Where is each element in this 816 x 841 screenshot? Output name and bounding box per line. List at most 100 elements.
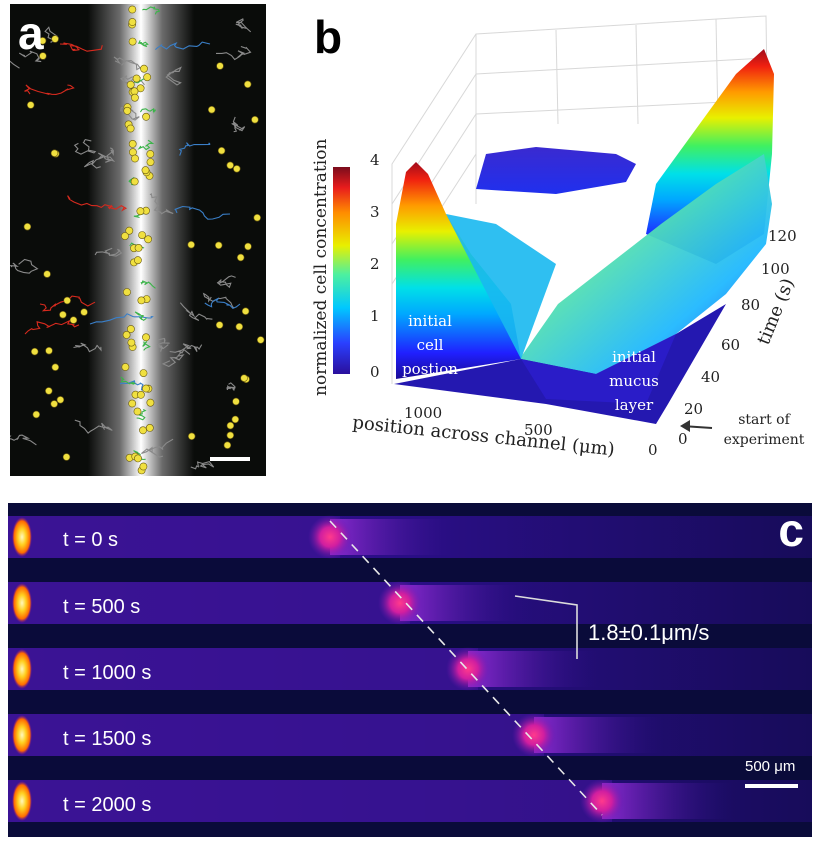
cell-dot	[128, 5, 137, 14]
strip	[8, 647, 812, 691]
z-tick: 0	[370, 363, 380, 381]
cell-track	[103, 147, 116, 163]
cell-dot	[188, 432, 196, 440]
cell-dot	[142, 384, 150, 393]
cell-dot	[126, 124, 135, 133]
cell-track	[10, 434, 37, 446]
cell-dot	[142, 112, 150, 121]
panel-letter-a: a	[18, 7, 44, 59]
cell-dot	[215, 241, 223, 250]
inlet-hotspot	[12, 517, 32, 557]
z-tick: 2	[370, 255, 380, 273]
cell-dot	[121, 363, 130, 371]
panel-c-kymograph: t = 0 s t = 500 s t = 1000 s t = 1500 s …	[8, 503, 812, 837]
cell-dot	[133, 407, 142, 416]
surface-plot: 4 3 2 1 0 1000 500 0 0 20 40 60 80 100 1…	[311, 15, 805, 461]
cell-front-blob	[512, 713, 556, 757]
strip-label-4: t = 2000 s	[63, 794, 152, 816]
cell-track	[94, 247, 123, 257]
cell-track	[178, 142, 211, 156]
cell-dot	[131, 154, 139, 163]
strip-label-3: t = 1500 s	[63, 728, 152, 750]
cell-dot	[27, 101, 35, 109]
cell-track	[142, 341, 151, 351]
cell-dot	[146, 158, 155, 166]
y-tick: 0	[678, 430, 688, 448]
cell-dot	[134, 256, 142, 265]
strip	[8, 779, 812, 823]
annot-mucus-1: initial	[612, 348, 656, 366]
cell-dot	[244, 80, 252, 89]
fluorescence-strips	[8, 515, 812, 823]
y-tick: 40	[701, 368, 720, 386]
cell-track	[89, 313, 154, 325]
y-tick: 100	[761, 260, 790, 278]
strip-label-2: t = 1000 s	[63, 662, 152, 684]
cell-dot	[51, 35, 59, 43]
cell-track	[10, 258, 39, 274]
cell-track	[24, 319, 80, 335]
cell-dot	[141, 166, 150, 175]
cell-track	[18, 50, 46, 63]
z-tick: 1	[370, 307, 380, 325]
cell-front-blob	[446, 647, 490, 691]
annot-start-2: experiment	[724, 432, 805, 448]
cell-track	[73, 138, 97, 155]
strips	[8, 515, 812, 823]
tracking-image	[10, 4, 265, 476]
cell-track	[156, 337, 170, 352]
cell-dot	[132, 74, 141, 83]
inlet-hotspot	[12, 583, 32, 623]
cell-track	[67, 195, 128, 212]
cell-track	[24, 84, 75, 96]
cell-dot	[121, 232, 129, 240]
cell-track	[137, 139, 155, 151]
strip	[8, 581, 812, 625]
cell-track	[204, 297, 241, 310]
inlet-hotspot	[12, 781, 32, 821]
x-tick: 1000	[404, 404, 442, 422]
cell-dot	[146, 150, 155, 158]
strip	[8, 515, 812, 559]
cell-dot	[244, 242, 252, 251]
cell-dots	[23, 5, 265, 475]
cell-dot	[223, 441, 232, 449]
cell-front-blob	[378, 581, 422, 625]
cell-dot	[139, 426, 147, 435]
cell-dot	[39, 52, 47, 60]
cell-dot	[145, 423, 154, 432]
cell-dot	[241, 307, 250, 315]
cell-dot	[125, 226, 134, 235]
panel-a-tracking-image: a	[10, 4, 266, 476]
cell-track	[155, 41, 211, 51]
cell-track	[120, 376, 136, 385]
cell-dot	[134, 454, 142, 463]
cell-dot	[128, 139, 137, 148]
y-tick: 20	[684, 400, 703, 418]
z-tick: 4	[370, 151, 380, 169]
cell-track	[141, 438, 174, 458]
cell-dot	[217, 147, 226, 155]
cell-dot	[128, 18, 137, 26]
cell-track	[73, 342, 102, 353]
cell-dot	[63, 296, 71, 305]
cell-dot	[50, 400, 58, 408]
cell-dot	[134, 243, 143, 252]
cell-track	[10, 60, 20, 69]
cell-track	[161, 348, 191, 368]
cell-dot	[142, 333, 150, 342]
cell-dot	[130, 177, 139, 186]
cell-dot	[139, 369, 148, 377]
annot-mucus-2: mucus	[609, 372, 659, 390]
cell-dot	[257, 336, 265, 344]
inlet-hotspot	[12, 715, 32, 755]
colorbar	[333, 167, 350, 374]
inlet-hotspot	[12, 649, 32, 689]
annot-start-1: start of	[738, 412, 791, 428]
cell-track	[202, 292, 235, 309]
annot-cell-1: initial	[408, 312, 452, 330]
y-tick: 120	[768, 227, 797, 245]
slope-triangle	[514, 595, 578, 659]
cell-dot	[136, 207, 145, 216]
speed-label: 1.8±0.1μm/s	[588, 620, 710, 645]
